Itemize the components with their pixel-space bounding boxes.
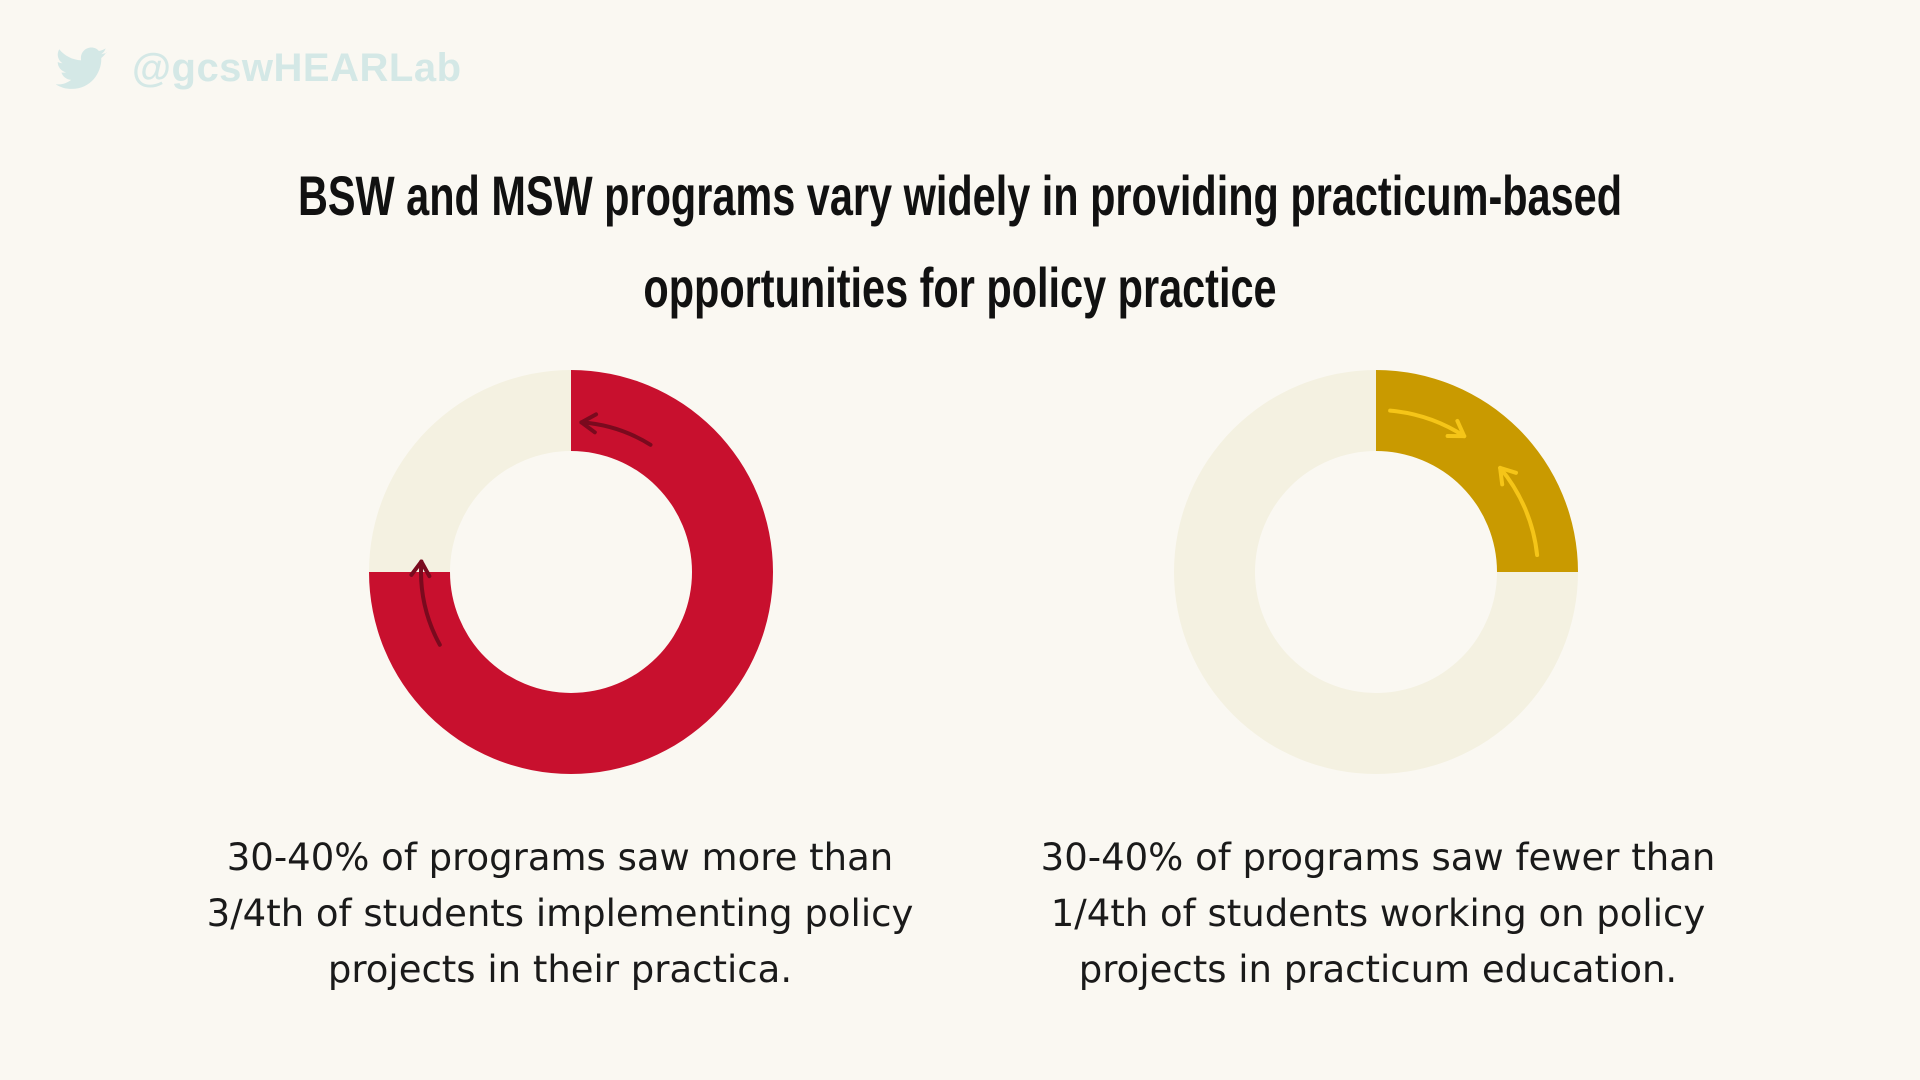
- twitter-handle[interactable]: @gcswHEARLab: [56, 46, 462, 91]
- page-title-line-2: opportunities for policy practice: [643, 256, 1277, 319]
- caption-left-line-1: 30-40% of programs saw more than: [226, 836, 894, 879]
- donut-left-arrow-1-head: [409, 559, 432, 579]
- donut-right-arrow-1: [1498, 465, 1540, 558]
- donut-chart-left: [369, 370, 773, 774]
- caption-right-line-2: 1/4th of students working on policy: [1050, 892, 1706, 935]
- page-title: BSW and MSW programs vary widely in prov…: [250, 150, 1671, 334]
- donut-chart-right-svg: [1174, 370, 1578, 774]
- caption-left-line-2: 3/4th of students implementing policy: [206, 892, 914, 935]
- caption-left-line-3: projects in their practica.: [327, 948, 793, 991]
- donut-left-arrow-0-head: [579, 412, 599, 435]
- donut-chart-right: [1174, 370, 1578, 774]
- donut-right-arrow-1-head: [1498, 465, 1518, 487]
- donut-left-arrow-1: [419, 559, 442, 647]
- donut-left-slice-0: [369, 370, 773, 774]
- donut-right-slice-0: [1376, 370, 1578, 572]
- caption-right-line-1: 30-40% of programs saw fewer than: [1040, 836, 1716, 879]
- donut-left-slice-1: [369, 370, 571, 572]
- donut-chart-left-svg: [369, 370, 773, 774]
- donut-left-arrow-0: [579, 420, 653, 447]
- donut-right-arrow-0: [1388, 408, 1467, 439]
- twitter-handle-text: @gcswHEARLab: [132, 46, 462, 90]
- caption-left: 30-40% of programs saw more than 3/4th o…: [180, 830, 940, 998]
- donut-right-arrow-0-head: [1445, 418, 1467, 439]
- twitter-bird-icon: [56, 47, 108, 91]
- caption-right: 30-40% of programs saw fewer than 1/4th …: [998, 830, 1758, 998]
- caption-right-line-3: projects in practicum education.: [1078, 948, 1678, 991]
- donut-right-slice-1: [1174, 370, 1578, 774]
- page-title-line-1: BSW and MSW programs vary widely in prov…: [297, 164, 1623, 227]
